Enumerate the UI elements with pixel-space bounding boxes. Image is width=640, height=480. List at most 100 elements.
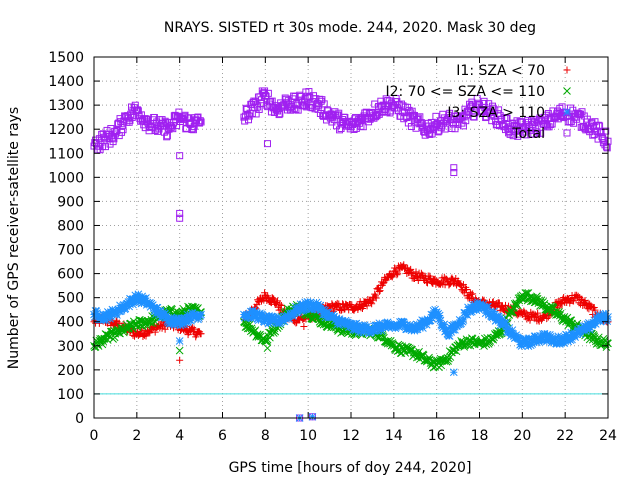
plus-mark — [445, 281, 453, 289]
data-point-fill — [161, 325, 169, 333]
plus-mark — [367, 298, 375, 306]
data-point-fill — [495, 299, 503, 307]
plus-mark — [526, 316, 534, 324]
star-mark — [603, 317, 612, 325]
plus-mark — [292, 319, 300, 327]
series-1 — [90, 289, 612, 372]
plus-mark — [196, 330, 204, 338]
data-point-fill — [348, 301, 356, 309]
data-point-fill — [372, 294, 380, 302]
data-point-fill — [196, 312, 205, 320]
plus-mark — [534, 309, 542, 317]
star-mark — [196, 312, 205, 320]
data-point-fill — [196, 328, 204, 336]
plus-mark — [189, 324, 197, 332]
data-point-fill — [467, 290, 475, 298]
chart-title: NRAYS. SISTED rt 30s mode. 244, 2020. Ma… — [164, 20, 536, 36]
plus-mark — [563, 298, 571, 306]
plus-mark — [492, 303, 500, 311]
plus-mark — [146, 329, 154, 337]
data-point-fill — [368, 300, 376, 308]
data-point-fill — [502, 301, 510, 309]
plus-mark — [384, 274, 392, 282]
cross-mark — [129, 324, 137, 333]
plus-mark — [273, 300, 281, 308]
data-point-fill — [190, 325, 198, 333]
plus-mark — [452, 274, 460, 282]
data-point-fill — [578, 295, 586, 303]
data-point-fill — [469, 290, 477, 298]
data-point-fill — [429, 280, 437, 288]
data-point-fill — [407, 265, 415, 273]
plus-mark — [522, 309, 530, 317]
data-point-fill — [427, 274, 435, 282]
plus-mark — [348, 301, 356, 309]
data-point-fill — [462, 286, 470, 294]
data-point-fill — [492, 303, 500, 311]
data-point-fill — [292, 319, 300, 327]
data-point-fill — [557, 299, 565, 307]
data-point-fill — [384, 274, 392, 282]
plus-mark — [557, 299, 565, 307]
data-point-fill — [268, 294, 276, 302]
plus-mark — [462, 286, 470, 294]
plus-mark — [502, 301, 510, 309]
plus-mark — [391, 264, 399, 272]
data-point-fill — [277, 302, 285, 310]
plus-mark — [196, 328, 204, 336]
plus-mark — [427, 274, 435, 282]
plus-mark — [267, 298, 275, 306]
plus-mark — [570, 297, 578, 305]
data-point-fill — [526, 316, 534, 324]
data-marks — [90, 87, 612, 422]
plus-mark — [406, 268, 414, 276]
plus-mark — [496, 306, 504, 314]
data-point-fill — [591, 306, 599, 314]
data-point-fill — [532, 312, 540, 320]
plus-mark — [555, 304, 563, 312]
data-point-fill — [258, 295, 266, 303]
data-point-fill — [376, 287, 384, 295]
plus-mark — [591, 306, 599, 314]
data-point-fill — [574, 292, 582, 300]
data-point-fill — [266, 298, 274, 306]
data-point-fill — [445, 281, 453, 289]
plus-mark — [436, 280, 444, 288]
data-point-fill — [414, 277, 422, 285]
data-point-fill — [270, 295, 278, 303]
plus-mark — [532, 312, 540, 320]
plus-mark — [368, 300, 376, 308]
data-point-fill — [452, 274, 460, 282]
plus-mark — [394, 270, 402, 278]
data-point-fill — [409, 269, 417, 277]
plus-mark — [158, 324, 166, 332]
data-point-fill — [189, 324, 197, 332]
data-point-fill — [563, 298, 571, 306]
plus-mark — [190, 325, 198, 333]
plus-mark — [430, 276, 438, 284]
data-point-fill — [435, 311, 444, 320]
data-point-fill — [158, 324, 166, 332]
data-point-fill — [119, 328, 128, 337]
plus-mark — [161, 325, 169, 333]
plus-mark — [429, 280, 437, 288]
plus-mark — [363, 302, 371, 310]
plus-mark — [407, 265, 415, 273]
data-point-fill — [543, 314, 551, 322]
data-point-fill — [393, 271, 401, 279]
data-point-fill — [484, 302, 492, 311]
data-point-fill — [276, 300, 284, 308]
data-point-fill — [196, 330, 204, 338]
data-point-fill — [449, 275, 457, 283]
data-point-fill — [337, 307, 345, 315]
plus-mark — [372, 294, 380, 302]
plus-mark — [376, 287, 384, 295]
data-point-fill — [273, 300, 281, 308]
data-point-fill — [269, 295, 277, 303]
data-point-fill — [406, 268, 414, 276]
data-point-fill — [456, 280, 464, 288]
cross-mark — [98, 340, 107, 349]
data-point-fill — [375, 288, 383, 296]
data-point-fill — [436, 280, 444, 288]
